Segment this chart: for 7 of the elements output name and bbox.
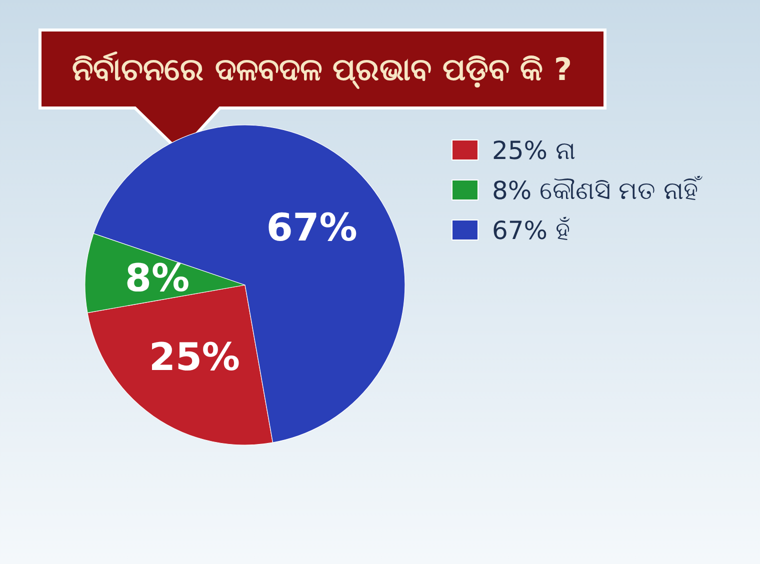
data-label: 67% [266,206,358,250]
legend-label: 8% କୌଣସି ମତ ନାହିଁ [492,175,702,205]
legend-label: 25% ନା [492,136,576,165]
chart-title: ନିର୍ବାଚନରେ ଦଳବଦଳ ପ୍ରଭାବ ପଡ଼ିବ କି ? [72,51,572,90]
data-label: 8% [125,256,190,300]
legend-label: 67% ହଁ [492,216,571,245]
data-label: 25% [149,335,240,380]
